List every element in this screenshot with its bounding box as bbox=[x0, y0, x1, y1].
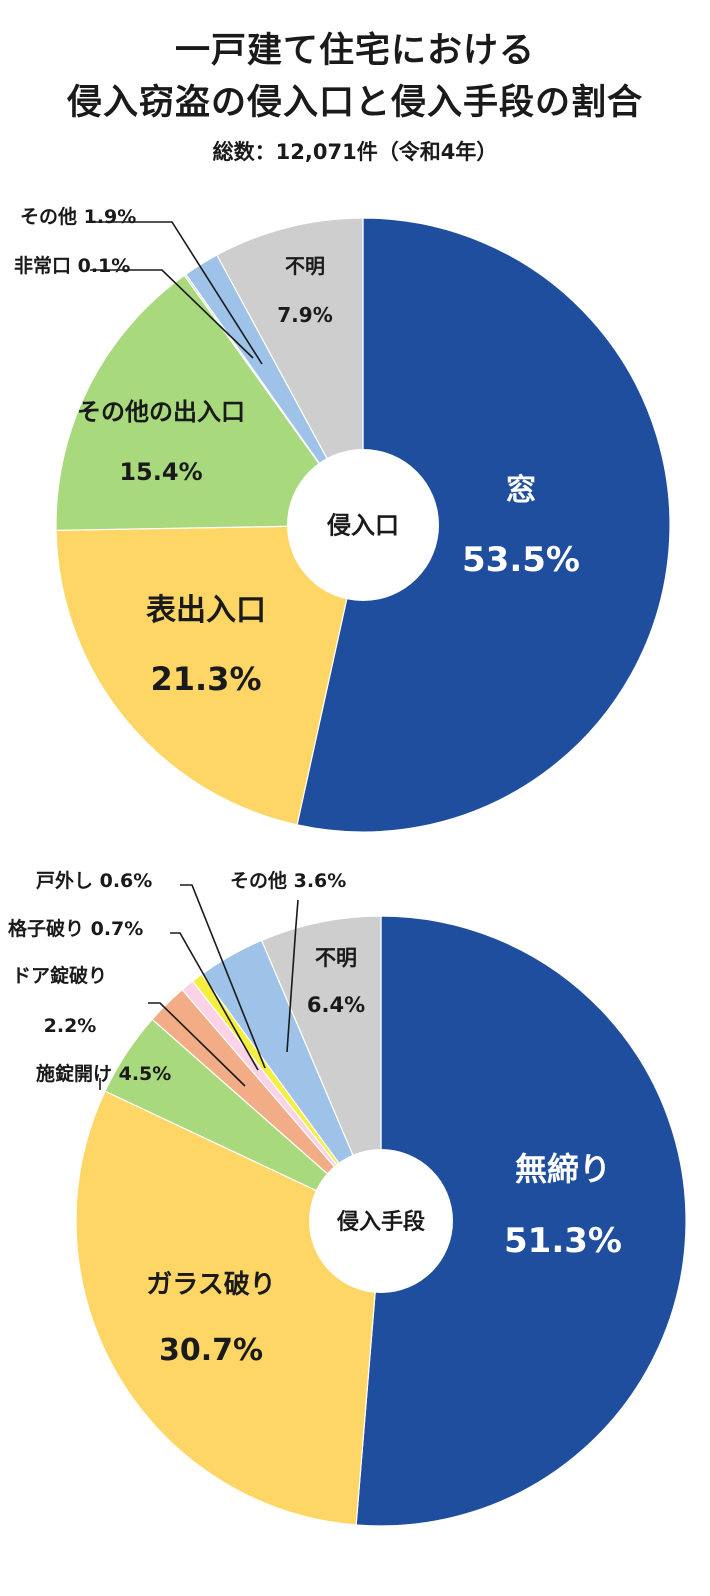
pie-slice-1-6 bbox=[216, 217, 364, 526]
slice-label-2-8: 不明 bbox=[315, 946, 357, 970]
slice-value-1-1: 53.5% bbox=[462, 540, 580, 580]
slice-label-1-6: 不明 bbox=[285, 254, 325, 278]
pie-slice-2-1 bbox=[355, 915, 687, 1527]
pie-slice-1-2 bbox=[55, 524, 364, 826]
slice-value-2-2: 30.7% bbox=[159, 1333, 263, 1368]
chart-title-line1: 一戸建て住宅における bbox=[174, 31, 535, 71]
slice-value-1-3: 15.4% bbox=[119, 458, 202, 486]
leader-line-1-4 bbox=[90, 269, 254, 359]
slice-label-1-5: その他 1.9% bbox=[20, 205, 136, 228]
pie-center-hole bbox=[309, 1149, 453, 1293]
slice-label-1-3: その他の出入口 bbox=[77, 398, 245, 426]
leader-line-2-5 bbox=[170, 932, 259, 1071]
slice-label-2-2: ガラス破り bbox=[146, 1270, 275, 1300]
entry-method-pie: 侵入手段 無締り 51.3% ガラス破り 30.7% 施錠開け 4.5% ドア錠破り 2.2%… bbox=[8, 869, 687, 1527]
slice-label-2-5: 格子破り 0.7% bbox=[8, 917, 143, 940]
slice-value-1-6: 7.9% bbox=[277, 303, 332, 327]
slice-label-2-1: 無締り bbox=[515, 1150, 611, 1188]
pie-slice-1-1 bbox=[296, 217, 671, 833]
chart-title-line2: 侵入窃盗の侵入口と侵入手段の割合 bbox=[66, 83, 643, 123]
slice-label-2-3: 施錠開け 4.5% bbox=[36, 1062, 171, 1085]
slice-value-2-8: 6.4% bbox=[307, 993, 365, 1017]
pie-slice-2-2 bbox=[75, 1090, 382, 1526]
leader-line-2-7 bbox=[286, 899, 299, 1053]
slice-value-2-4: 2.2% bbox=[44, 1015, 97, 1037]
leader-line-2-4 bbox=[148, 1002, 246, 1087]
pie-center-label: 侵入口 bbox=[326, 512, 399, 540]
pie-center-hole bbox=[287, 449, 439, 601]
slice-value-2-1: 51.3% bbox=[504, 1221, 622, 1261]
entry-point-pie: 侵入口 窓 53.5% 表出入口 21.3% その他の出入口 15.4% 非常口 0.1% その… bbox=[14, 205, 671, 833]
slice-label-1-4: 非常口 0.1% bbox=[14, 254, 130, 277]
slice-label-2-6: 戸外し 0.6% bbox=[36, 869, 152, 892]
pie-center-label: 侵入手段 bbox=[336, 1209, 425, 1235]
slice-value-1-2: 21.3% bbox=[150, 660, 261, 698]
slice-label-2-7: その他 3.6% bbox=[230, 869, 346, 892]
slice-label-2-4: ドア錠破り bbox=[12, 964, 107, 987]
pie-slice-1-3 bbox=[55, 274, 365, 531]
slice-label-1-2: 表出入口 bbox=[146, 593, 266, 628]
leader-line-1-5 bbox=[90, 221, 263, 365]
slice-label-1-1: 窓 bbox=[506, 473, 536, 508]
chart-subtitle: 総数：12,071件（令和4年） bbox=[212, 140, 498, 164]
leader-line-2-6 bbox=[180, 884, 266, 1069]
